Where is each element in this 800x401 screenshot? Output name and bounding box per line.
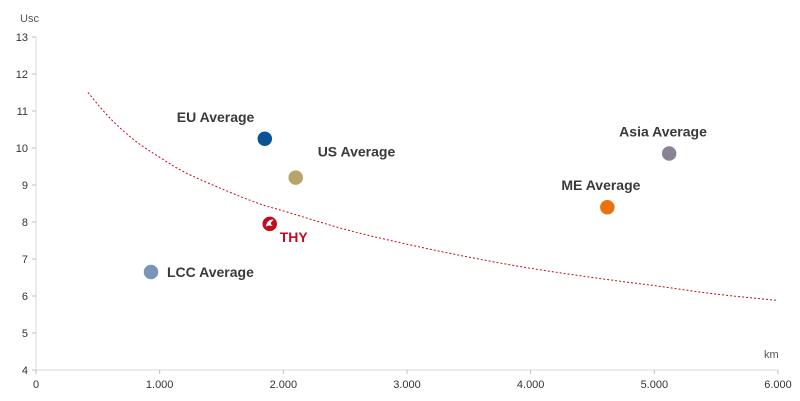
x-tick-label: 1.000 [146, 379, 174, 391]
y-tick-label: 6 [22, 291, 28, 303]
point-label-us-average: US Average [318, 144, 396, 160]
point-thy: THY [260, 215, 309, 245]
x-tick-label: 6.000 [764, 379, 792, 391]
y-tick-group: 4 5 6 7 8 9 10 11 12 13 [16, 32, 36, 377]
x-tick-label: 5.000 [641, 379, 669, 391]
point-marker-me-average [598, 198, 617, 216]
y-tick-label: 12 [16, 69, 28, 81]
y-tick-label: 13 [16, 32, 28, 44]
point-us-average: US Average [286, 144, 396, 187]
point-label-eu-average: EU Average [177, 109, 255, 125]
point-label-lcc-average: LCC Average [167, 264, 254, 280]
x-tick-label: 0 [33, 379, 39, 391]
turkish-airlines-logo-icon [265, 219, 274, 227]
point-asia-average: Asia Average [619, 124, 707, 163]
point-label-asia-average: Asia Average [619, 124, 707, 140]
y-tick-label: 8 [22, 217, 28, 229]
point-label-thy: THY [280, 229, 309, 245]
x-axis-label: km [764, 349, 779, 361]
point-lcc-average: LCC Average [142, 263, 254, 281]
point-marker-us-average [286, 168, 305, 187]
x-tick-label: 4.000 [517, 379, 545, 391]
y-axis-label: Usc [20, 13, 39, 25]
x-tick-label: 2.000 [270, 379, 298, 391]
data-points: EU Average US Average THY LCC Average ME Ave… [142, 109, 707, 281]
y-tick-label: 7 [22, 254, 28, 266]
point-marker-lcc-average [142, 263, 160, 281]
y-tick-label: 11 [17, 106, 28, 118]
axes [35, 37, 778, 371]
y-tick-label: 4 [22, 365, 28, 377]
y-tick-label: 10 [16, 143, 28, 155]
x-tick-group: 0 1.000 2.000 3.000 4.000 5.000 6.000 [33, 370, 792, 391]
y-tick-label: 9 [22, 180, 28, 192]
y-tick-label: 5 [22, 328, 28, 340]
x-tick-label: 3.000 [393, 379, 421, 391]
point-eu-average: EU Average [177, 109, 274, 148]
point-marker-eu-average [256, 130, 274, 148]
point-label-me-average: ME Average [561, 177, 640, 193]
point-marker-asia-average [660, 144, 678, 163]
point-me-average: ME Average [561, 177, 641, 216]
